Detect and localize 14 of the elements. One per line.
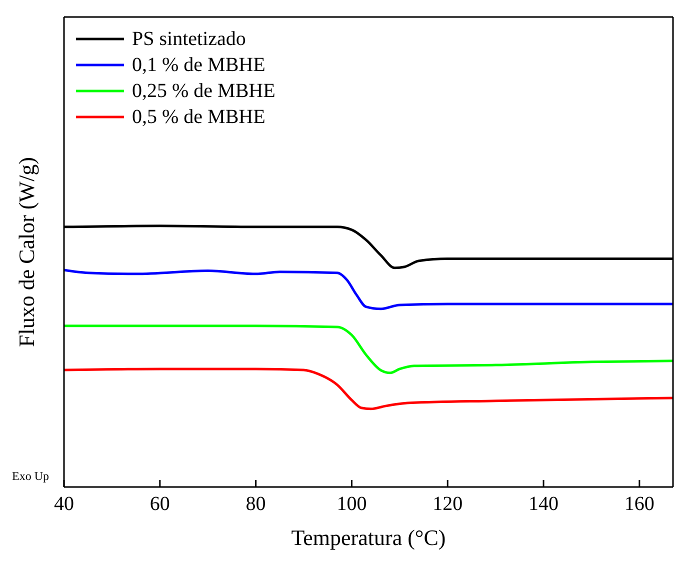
x-tick-label: 160 — [624, 493, 654, 516]
x-tick-label: 80 — [246, 493, 266, 516]
legend-label: 0,5 % de MBHE — [132, 105, 266, 130]
x-tick-label: 120 — [432, 493, 463, 516]
legend-label: 0,25 % de MBHE — [132, 79, 276, 104]
y-axis-title: Fluxo de Calor (W/g) — [14, 156, 39, 348]
x-axis-title: Temperatura (°C) — [291, 525, 446, 550]
legend-label: 0,1 % de MBHE — [132, 53, 266, 78]
text: Exo Up — [12, 469, 49, 484]
legend-label: PS sintetizado — [132, 27, 246, 52]
x-tick-label: 100 — [336, 493, 367, 516]
x-tick-label: 40 — [54, 493, 74, 516]
x-tick-label: 60 — [150, 493, 170, 516]
x-tick-label: 140 — [528, 493, 559, 516]
